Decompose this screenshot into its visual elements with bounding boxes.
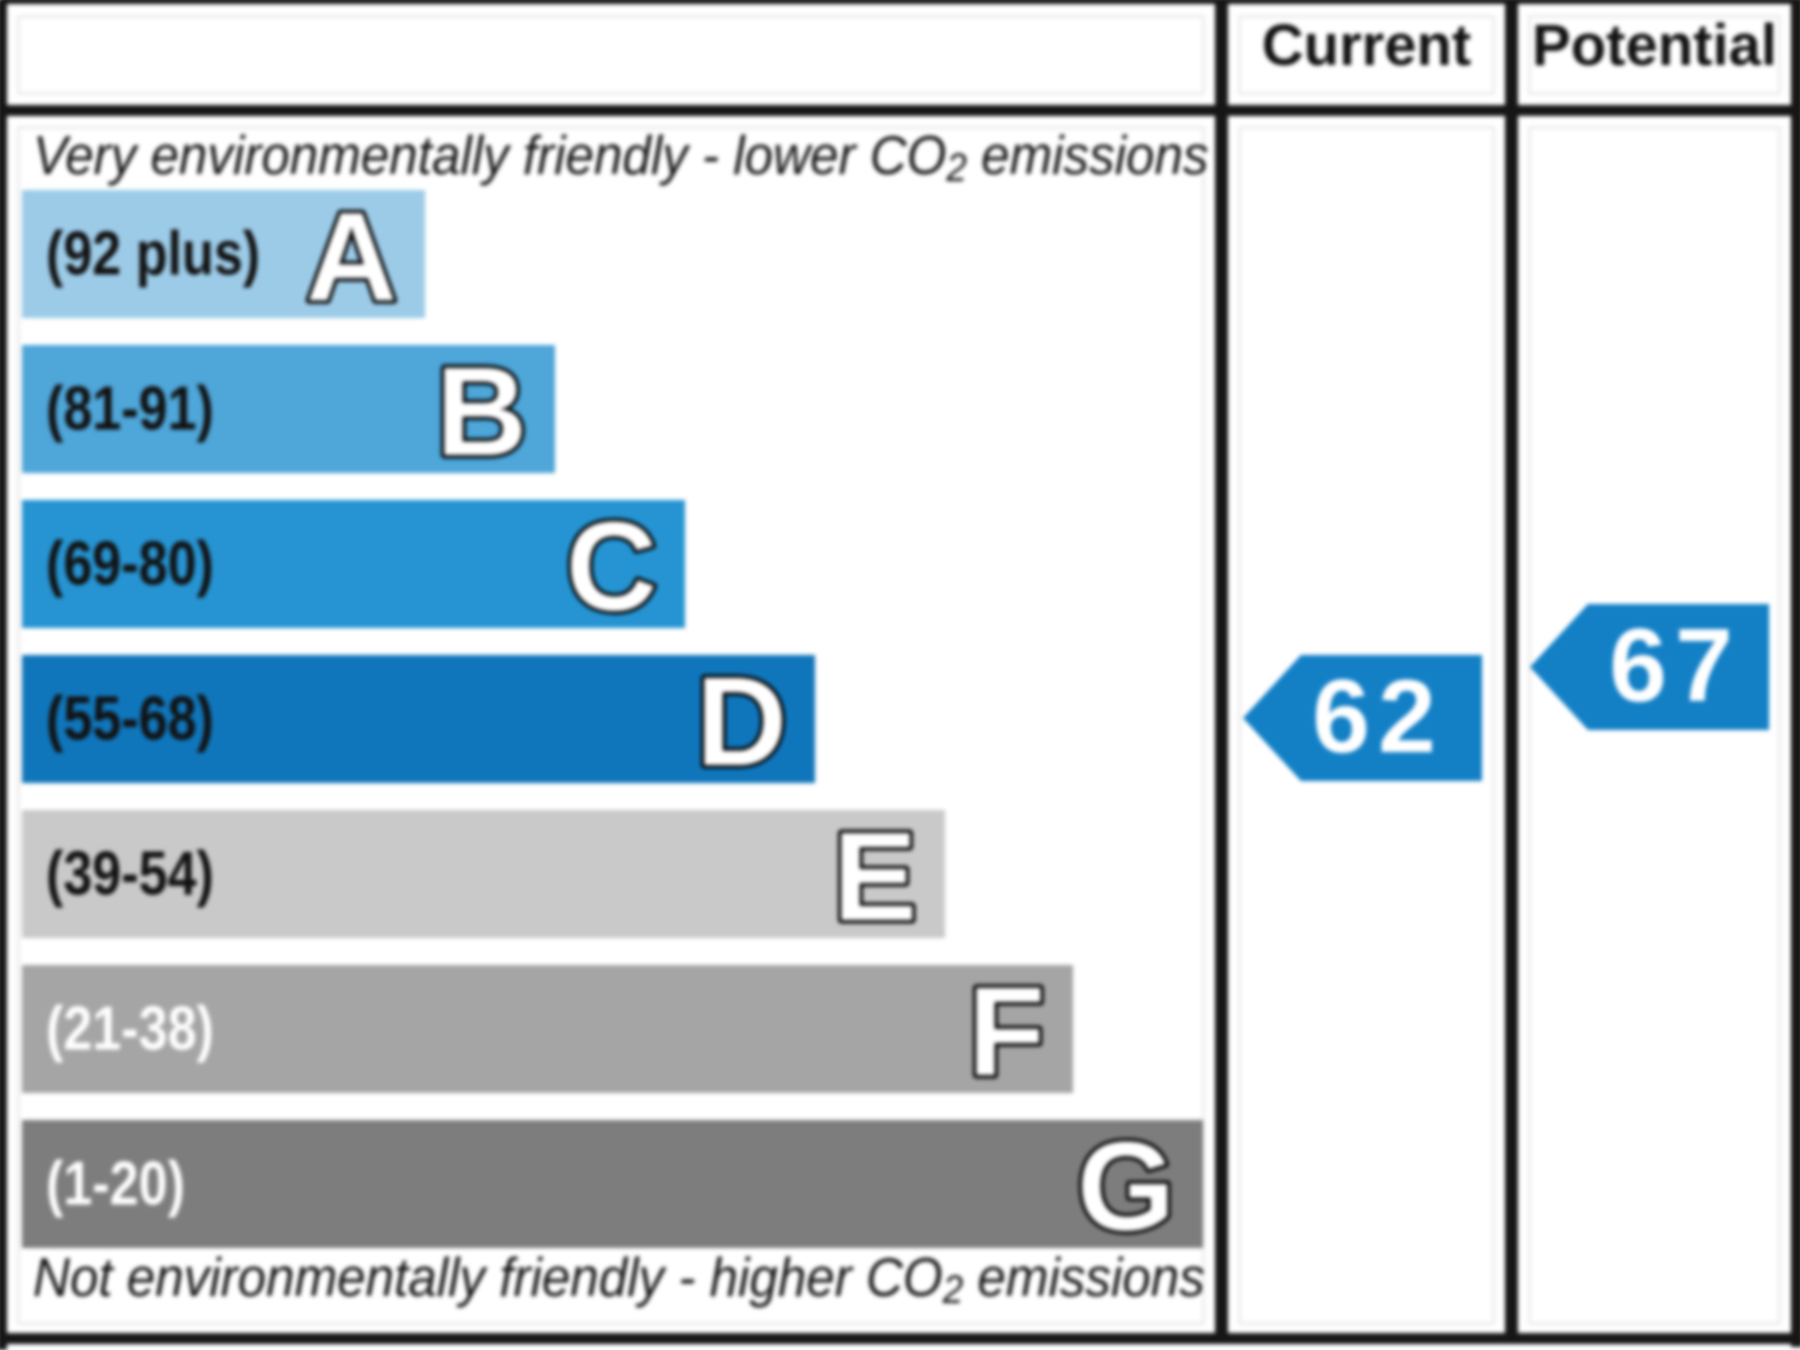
svg-text:67: 67 [1609,608,1741,724]
svg-text:E: E [833,810,917,938]
svg-text:C: C [566,500,657,628]
svg-text:A: A [306,190,397,318]
svg-text:B: B [436,345,527,473]
svg-text:62: 62 [1312,659,1444,775]
svg-text:G: G [1077,1120,1175,1248]
svg-text:D: D [696,655,787,783]
svg-text:F: F [968,965,1045,1093]
